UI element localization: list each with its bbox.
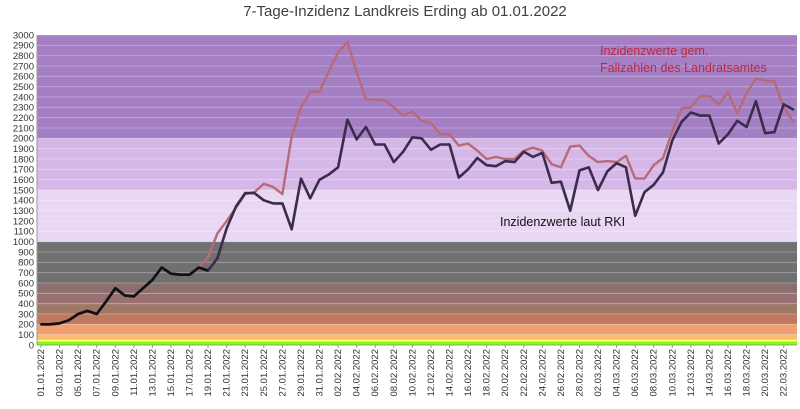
x-tick-label-37: 16.03.2022 — [723, 349, 734, 397]
x-tick-label-30: 02.03.2022 — [593, 349, 604, 397]
y-tick-label-1200: 1200 — [13, 216, 34, 227]
x-tick-label-21: 12.02.2022 — [426, 349, 437, 397]
band-1000-1500 — [37, 190, 797, 242]
y-tick-label-500: 500 — [18, 289, 34, 300]
x-tick-label-35: 12.03.2022 — [686, 349, 697, 397]
y-tick-label-0: 0 — [29, 340, 34, 351]
annotation-2: Inzidenzwerte laut RKI — [500, 215, 625, 229]
x-tick-label-29: 28.02.2022 — [574, 349, 585, 397]
y-tick-label-1900: 1900 — [13, 144, 34, 155]
x-tick-labels: 01.01.2022 03.01.2022 05.01.2022 07.01.2022… — [36, 349, 790, 397]
x-tick-label-2: 05.01.2022 — [73, 349, 84, 397]
x-tick-label-25: 20.02.2022 — [500, 349, 511, 397]
y-tick-label-100: 100 — [18, 330, 34, 341]
x-tick-label-9: 19.01.2022 — [203, 349, 214, 397]
band-50-100 — [37, 334, 797, 340]
x-tick-label-34: 10.03.2022 — [667, 349, 678, 397]
y-tick-label-1400: 1400 — [13, 196, 34, 207]
x-tick-label-23: 16.02.2022 — [463, 349, 474, 397]
x-tick-label-24: 18.02.2022 — [482, 349, 493, 397]
x-tick-label-17: 04.02.2022 — [352, 349, 363, 397]
y-tick-label-2100: 2100 — [13, 123, 34, 134]
x-tick-label-38: 18.03.2022 — [742, 349, 753, 397]
y-tick-label-1500: 1500 — [13, 185, 34, 196]
x-tick-label-22: 14.02.2022 — [444, 349, 455, 397]
y-tick-label-3000: 3000 — [13, 30, 34, 41]
y-tick-label-2400: 2400 — [13, 92, 34, 103]
y-tick-label-1300: 1300 — [13, 206, 34, 217]
y-tick-label-300: 300 — [18, 309, 34, 320]
annotations: Inzidenzwerte gem. Fallzahlen des Landrat… — [500, 44, 767, 229]
band-35-50 — [37, 339, 797, 342]
annotation-1: Fallzahlen des Landratsamtes — [600, 61, 767, 75]
band-0-35 — [37, 341, 797, 345]
x-tick-label-0: 01.01.2022 — [36, 349, 47, 397]
y-tick-label-1700: 1700 — [13, 165, 34, 176]
background-bands — [37, 35, 797, 345]
x-tick-label-28: 26.02.2022 — [556, 349, 567, 397]
annotation-0: Inzidenzwerte gem. — [600, 44, 708, 58]
x-tick-label-33: 08.03.2022 — [649, 349, 660, 397]
y-tick-label-1100: 1100 — [14, 227, 34, 238]
x-tick-label-31: 04.03.2022 — [612, 349, 623, 397]
y-tick-label-400: 400 — [18, 299, 34, 310]
x-tick-label-32: 06.03.2022 — [630, 349, 641, 397]
y-tick-label-1800: 1800 — [13, 154, 34, 165]
y-tick-label-1600: 1600 — [13, 175, 34, 186]
series-lines — [39, 41, 795, 326]
y-tick-label-2300: 2300 — [13, 103, 34, 114]
band-200-300 — [37, 314, 797, 325]
y-tick-label-2700: 2700 — [13, 61, 34, 72]
x-tick-label-8: 17.01.2022 — [185, 349, 196, 397]
axes — [36, 35, 797, 348]
y-tick-label-2200: 2200 — [13, 113, 34, 124]
x-tick-label-6: 13.01.2022 — [147, 349, 158, 397]
y-tick-label-2500: 2500 — [13, 82, 34, 93]
x-tick-label-16: 02.02.2022 — [333, 349, 344, 397]
y-tick-label-800: 800 — [18, 258, 34, 269]
x-tick-label-18: 06.02.2022 — [370, 349, 381, 397]
x-tick-label-39: 20.03.2022 — [760, 349, 771, 397]
band-500-600 — [37, 283, 797, 294]
band-2000-3000 — [37, 35, 797, 139]
x-tick-label-13: 27.01.2022 — [277, 349, 288, 397]
band-300-400 — [37, 303, 797, 314]
x-tick-label-19: 08.02.2022 — [389, 349, 400, 397]
band-400-500 — [37, 293, 797, 304]
x-tick-label-10: 21.01.2022 — [222, 349, 233, 397]
x-tick-label-36: 14.03.2022 — [704, 349, 715, 397]
y-tick-label-2000: 2000 — [13, 134, 34, 145]
y-tick-label-600: 600 — [18, 278, 34, 289]
band-100-200 — [37, 324, 797, 335]
x-tick-label-11: 23.01.2022 — [240, 349, 251, 397]
x-tick-label-40: 22.03.2022 — [779, 349, 790, 397]
y-tick-label-2800: 2800 — [13, 51, 34, 62]
x-tick-label-27: 24.02.2022 — [537, 349, 548, 397]
x-tick-label-5: 11.01.2022 — [129, 349, 140, 396]
y-tick-label-200: 200 — [18, 320, 34, 331]
band-1500-2000 — [37, 138, 797, 190]
x-tick-label-14: 29.01.2022 — [296, 349, 307, 397]
y-tick-label-2900: 2900 — [13, 41, 34, 52]
x-tick-label-7: 15.01.2022 — [166, 349, 177, 397]
y-tick-label-700: 700 — [18, 268, 34, 279]
gridlines — [37, 34, 797, 346]
y-tick-label-1000: 1000 — [13, 237, 34, 248]
x-tick-label-15: 31.01.2022 — [315, 349, 326, 397]
y-tick-label-900: 900 — [18, 247, 34, 258]
chart-title: 7-Tage-Inzidenz Landkreis Erding ab 01.0… — [243, 3, 567, 20]
x-tick-label-3: 07.01.2022 — [92, 349, 103, 397]
band-600-1000 — [37, 241, 797, 283]
y-tick-labels: 0100200300400500600700800900100011001200… — [13, 30, 34, 351]
series-line-overlap — [41, 266, 209, 326]
x-tick-label-1: 03.01.2022 — [55, 349, 66, 397]
x-tick-label-26: 22.02.2022 — [519, 349, 530, 397]
x-tick-label-4: 09.01.2022 — [110, 349, 121, 397]
y-tick-label-2600: 2600 — [13, 72, 34, 83]
x-tick-label-12: 25.01.2022 — [259, 349, 270, 397]
x-tick-label-20: 10.02.2022 — [407, 349, 418, 397]
